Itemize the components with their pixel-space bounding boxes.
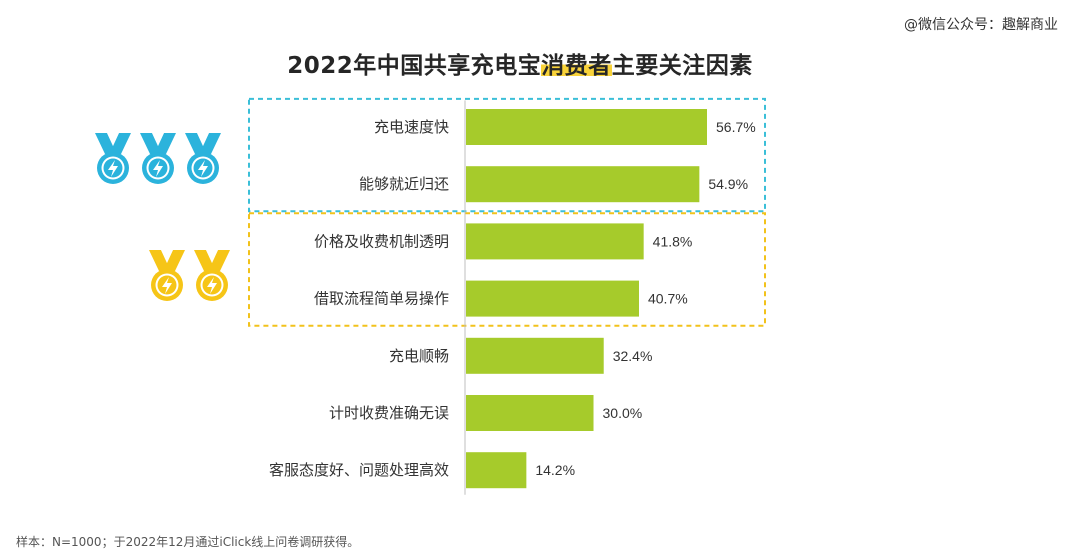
value-label: 41.8%	[653, 233, 693, 249]
medal-lightning-icon	[92, 130, 134, 192]
bar	[466, 395, 594, 431]
watermark: @微信公众号：趣解商业	[904, 17, 1058, 33]
bar	[466, 223, 644, 260]
category-label: 计时收费准确无误	[329, 404, 449, 422]
title-suffix: 主要关注因素	[611, 53, 753, 79]
value-label: 14.2%	[535, 462, 575, 478]
title-highlight: 消费者	[541, 53, 612, 79]
medal-lightning-icon	[137, 130, 179, 192]
category-label: 充电顺畅	[389, 347, 449, 365]
medal-lightning-icon	[191, 247, 233, 309]
title-prefix: 2022年中国共享充电宝	[287, 53, 542, 79]
category-label: 借取流程简单易操作	[314, 290, 449, 308]
category-label: 能够就近归还	[359, 175, 449, 193]
bar	[466, 337, 604, 374]
value-label: 56.7%	[716, 119, 756, 135]
bar	[466, 452, 527, 489]
chart-title: 2022年中国共享充电宝消费者主要关注因素	[0, 46, 1040, 80]
medal-lightning-icon	[182, 130, 224, 192]
value-label: 40.7%	[648, 291, 688, 307]
value-label: 32.4%	[613, 348, 653, 364]
footnote: 样本：N=1000；于2022年12月通过iClick线上问卷调研获得。	[16, 535, 360, 549]
category-label: 客服态度好、问题处理高效	[269, 461, 449, 479]
bar	[466, 280, 639, 317]
category-label: 价格及收费机制透明	[314, 232, 449, 250]
category-label: 充电速度快	[374, 118, 449, 136]
value-label: 54.9%	[708, 176, 748, 192]
bar	[466, 109, 707, 145]
bar	[466, 166, 700, 203]
group-box-1	[248, 97, 766, 213]
group-box-2	[248, 212, 766, 327]
medal-lightning-icon	[146, 247, 188, 309]
value-label: 30.0%	[603, 405, 643, 421]
